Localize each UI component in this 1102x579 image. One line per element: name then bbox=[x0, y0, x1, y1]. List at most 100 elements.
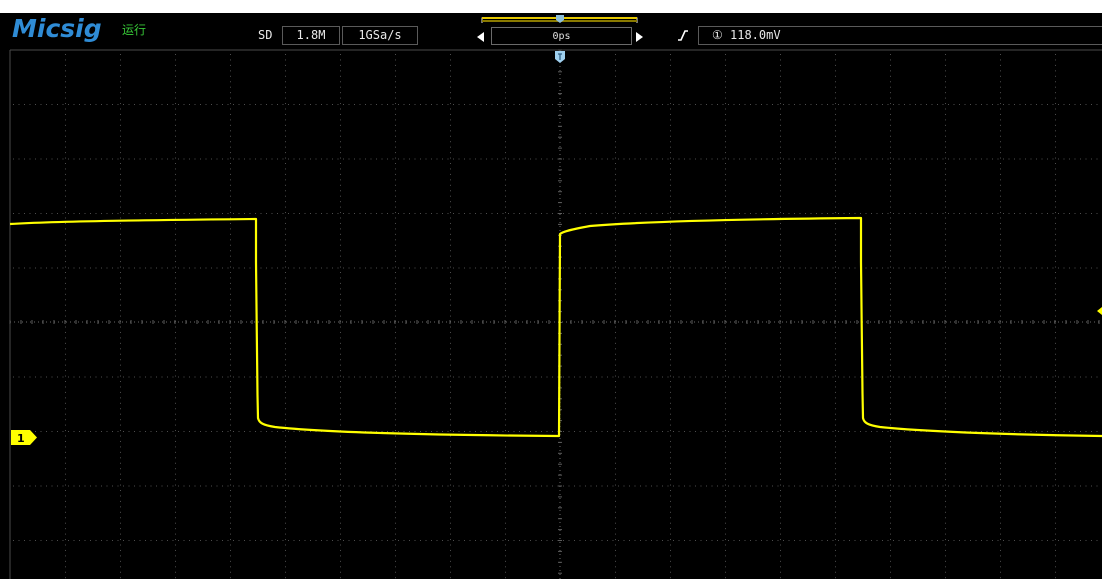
grid-dot bbox=[780, 397, 781, 399]
grid-dot bbox=[175, 435, 176, 437]
grid-dot bbox=[1000, 124, 1001, 126]
grid-dot bbox=[230, 490, 231, 491]
grid-dot bbox=[277, 485, 278, 487]
grid-dot bbox=[65, 212, 66, 214]
trigger-position-marker-icon[interactable] bbox=[555, 51, 565, 63]
grid-dot bbox=[706, 485, 707, 487]
grid-dot bbox=[1080, 213, 1081, 214]
grid-dot bbox=[615, 190, 616, 192]
grid-dot bbox=[700, 376, 702, 378]
grid-dot bbox=[326, 267, 328, 269]
grid-dot bbox=[175, 201, 176, 203]
grid-dot bbox=[505, 397, 506, 399]
trigger-level-marker-icon[interactable] bbox=[1097, 307, 1102, 315]
grid-dot bbox=[175, 424, 176, 426]
grid-dot bbox=[120, 272, 121, 273]
grid-dot bbox=[725, 419, 726, 421]
grid-dot bbox=[65, 282, 66, 284]
grid-dot bbox=[106, 485, 108, 487]
grid-dot bbox=[835, 266, 836, 268]
grid-dot bbox=[65, 533, 66, 535]
grid-dot bbox=[673, 485, 674, 487]
channel1-ground-marker[interactable]: 1 bbox=[11, 430, 37, 445]
grid-dot bbox=[915, 158, 916, 160]
grid-dot bbox=[615, 64, 616, 66]
grid-dot bbox=[959, 104, 960, 105]
grid-dot bbox=[1055, 304, 1056, 306]
grid-dot bbox=[414, 267, 416, 269]
grid-dot bbox=[780, 462, 781, 464]
grid-dot bbox=[450, 135, 451, 137]
grid-dot bbox=[1055, 266, 1056, 268]
grid-dot bbox=[1055, 54, 1056, 55]
run-status[interactable]: 运行 bbox=[122, 23, 147, 37]
grid-dot bbox=[780, 54, 781, 55]
grid-dot bbox=[315, 540, 317, 541]
grid-dot bbox=[615, 479, 616, 481]
grid-dot bbox=[348, 267, 350, 269]
grid-dot bbox=[505, 119, 506, 121]
grid-dot bbox=[120, 212, 121, 214]
grid-dot bbox=[865, 485, 867, 487]
grid-dot bbox=[667, 540, 669, 541]
grid-dot bbox=[175, 195, 176, 197]
grid-dot bbox=[623, 158, 625, 160]
grid-dot bbox=[615, 228, 616, 230]
grid-dot bbox=[337, 376, 339, 378]
trigger-info-box[interactable] bbox=[698, 26, 1102, 45]
horizontal-position-readout[interactable]: 0ps bbox=[491, 27, 632, 45]
grid-dot bbox=[835, 326, 836, 328]
grid-dot bbox=[123, 431, 124, 432]
grid-dot bbox=[65, 326, 66, 328]
grid-dot bbox=[65, 500, 66, 502]
grid-dot bbox=[285, 272, 286, 273]
grid-dot bbox=[65, 59, 66, 61]
grid-dot bbox=[997, 104, 999, 105]
grid-dot bbox=[728, 158, 729, 160]
grid-dot bbox=[513, 267, 515, 269]
grid-dot bbox=[725, 413, 726, 415]
grid-dot bbox=[469, 158, 471, 160]
grid-dot bbox=[450, 195, 451, 197]
grid-dot bbox=[1055, 419, 1056, 421]
grid-dot bbox=[1058, 485, 1059, 487]
grid-dot bbox=[733, 485, 735, 487]
grid-dot bbox=[161, 485, 163, 487]
grid-dot bbox=[835, 451, 836, 453]
grid-dot bbox=[175, 190, 176, 192]
memory-depth[interactable]: 1.8M bbox=[282, 26, 340, 45]
grid-dot bbox=[505, 228, 506, 230]
grid-dot bbox=[505, 348, 506, 350]
grid-dot bbox=[65, 522, 66, 524]
grid-dot bbox=[670, 539, 671, 541]
grid-dot bbox=[890, 173, 891, 175]
grid-dot bbox=[678, 376, 680, 378]
sample-rate[interactable]: 1GSa/s bbox=[342, 26, 418, 45]
grid-dot bbox=[120, 81, 121, 83]
grid-dot bbox=[1096, 485, 1098, 487]
grid-dot bbox=[293, 485, 295, 487]
grid-dot bbox=[725, 103, 726, 105]
grid-dot bbox=[150, 158, 152, 160]
grid-dot bbox=[725, 146, 726, 148]
grid-dot bbox=[167, 376, 168, 378]
grid-dot bbox=[230, 222, 231, 224]
grid-dot bbox=[890, 386, 891, 388]
grid-dot bbox=[505, 261, 506, 263]
horizontal-position-control[interactable] bbox=[470, 13, 650, 49]
grid-dot bbox=[890, 141, 891, 143]
grid-dot bbox=[1000, 435, 1001, 437]
grid-dot bbox=[1000, 577, 1001, 579]
grid-dot bbox=[689, 213, 691, 214]
grid-dot bbox=[84, 213, 86, 214]
acquisition-mode[interactable]: SD bbox=[258, 28, 273, 42]
grid-dot bbox=[945, 233, 946, 235]
grid-dot bbox=[568, 158, 570, 160]
grid-dot bbox=[670, 473, 671, 475]
grid-dot bbox=[120, 511, 121, 513]
graticule-dots bbox=[13, 54, 1098, 579]
grid-dot bbox=[827, 376, 828, 378]
grid-dot bbox=[200, 158, 201, 160]
grid-dot bbox=[725, 386, 726, 388]
